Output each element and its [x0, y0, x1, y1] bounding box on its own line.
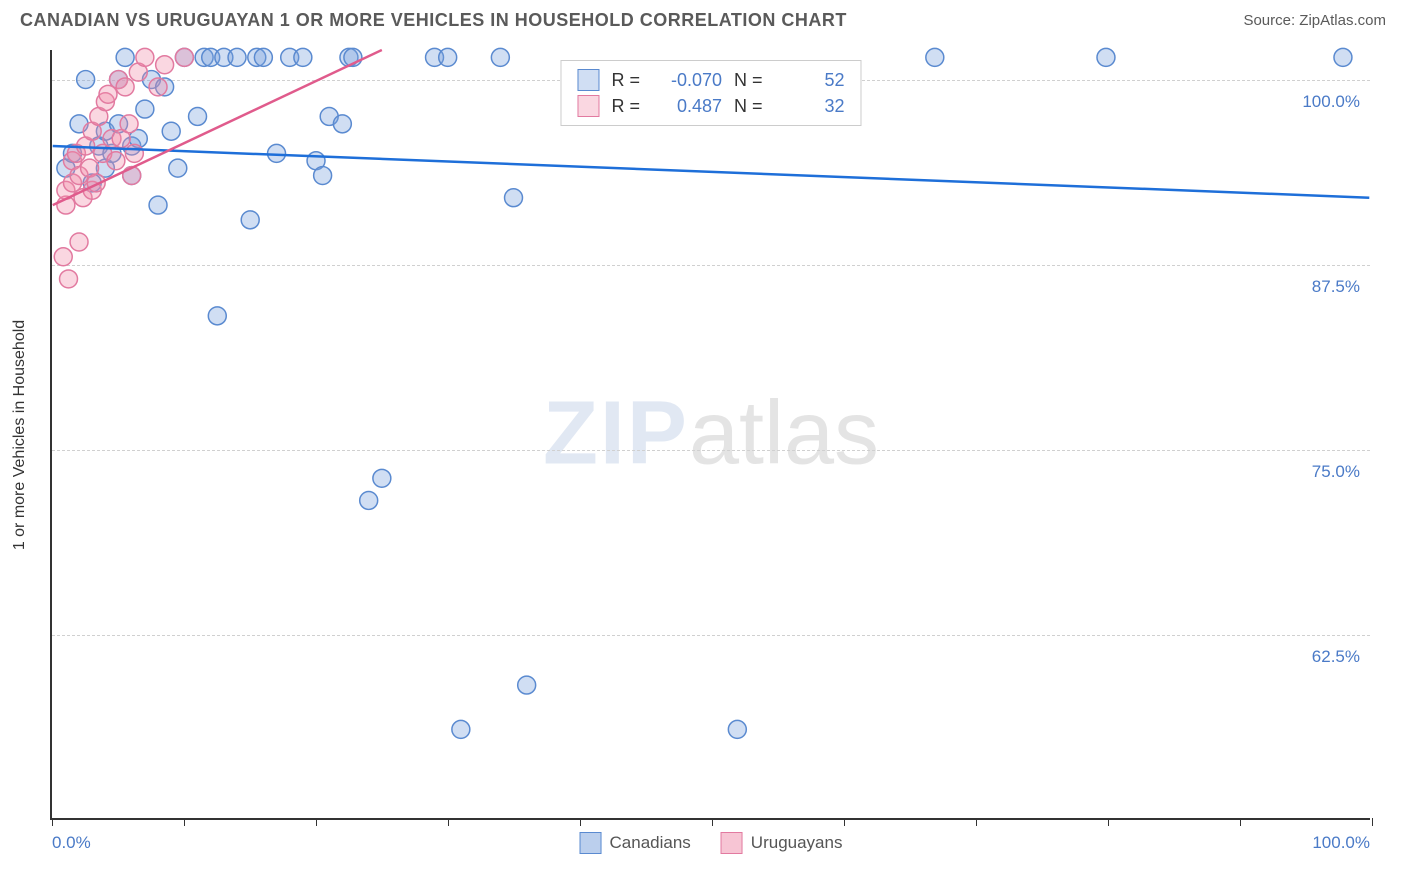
data-point — [149, 196, 167, 214]
chart-header: CANADIAN VS URUGUAYAN 1 OR MORE VEHICLES… — [0, 0, 1406, 39]
legend-row-canadians: R = -0.070 N = 52 — [577, 67, 844, 93]
correlation-legend: R = -0.070 N = 52 R = 0.487 N = 32 — [560, 60, 861, 126]
legend-item-uruguayans: Uruguayans — [721, 832, 843, 854]
chart-title: CANADIAN VS URUGUAYAN 1 OR MORE VEHICLES… — [20, 10, 847, 31]
series-legend: Canadians Uruguayans — [580, 832, 843, 854]
data-point — [123, 167, 141, 185]
legend-label-canadians: Canadians — [610, 833, 691, 853]
swatch-uruguayans-bottom — [721, 832, 743, 854]
data-point — [241, 211, 259, 229]
data-point — [373, 469, 391, 487]
x-tick — [844, 818, 845, 826]
swatch-canadians — [577, 69, 599, 91]
swatch-canadians-bottom — [580, 832, 602, 854]
data-point — [70, 233, 88, 251]
data-point — [162, 122, 180, 140]
x-tick — [184, 818, 185, 826]
legend-row-uruguayans: R = 0.487 N = 32 — [577, 93, 844, 119]
data-point — [149, 78, 167, 96]
data-point — [120, 115, 138, 133]
x-tick — [712, 818, 713, 826]
swatch-uruguayans — [577, 95, 599, 117]
x-tick-start: 0.0% — [52, 833, 91, 853]
chart-source: Source: ZipAtlas.com — [1243, 12, 1386, 29]
data-point — [60, 270, 78, 288]
data-point — [208, 307, 226, 325]
n-value-canadians: 52 — [775, 70, 845, 91]
y-axis-label: 1 or more Vehicles in Household — [11, 320, 29, 550]
data-point — [169, 159, 187, 177]
data-point — [125, 144, 143, 162]
data-point — [452, 720, 470, 738]
data-point — [136, 100, 154, 118]
x-tick — [1372, 818, 1373, 826]
data-point — [175, 48, 193, 66]
trend-line — [53, 146, 1370, 198]
x-tick — [448, 818, 449, 826]
data-point — [116, 48, 134, 66]
r-label: R = — [611, 70, 640, 91]
data-point — [439, 48, 457, 66]
chart-container: 1 or more Vehicles in Household ZIPatlas… — [50, 50, 1370, 820]
data-point — [728, 720, 746, 738]
data-point — [491, 48, 509, 66]
x-tick — [580, 818, 581, 826]
r-value-canadians: -0.070 — [652, 70, 722, 91]
legend-label-uruguayans: Uruguayans — [751, 833, 843, 853]
n-label: N = — [734, 96, 763, 117]
data-point — [54, 248, 72, 266]
data-point — [116, 78, 134, 96]
x-tick — [1240, 818, 1241, 826]
x-tick — [976, 818, 977, 826]
data-point — [360, 491, 378, 509]
n-label: N = — [734, 70, 763, 91]
r-label: R = — [611, 96, 640, 117]
r-value-uruguayans: 0.487 — [652, 96, 722, 117]
data-point — [505, 189, 523, 207]
x-tick — [1108, 818, 1109, 826]
data-point — [107, 152, 125, 170]
data-point — [136, 48, 154, 66]
data-point — [1334, 48, 1352, 66]
data-point — [77, 71, 95, 89]
data-point — [189, 107, 207, 125]
data-point — [926, 48, 944, 66]
data-point — [314, 167, 332, 185]
data-point — [156, 56, 174, 74]
data-point — [228, 48, 246, 66]
data-point — [294, 48, 312, 66]
x-tick-end: 100.0% — [1312, 833, 1370, 853]
x-tick — [316, 818, 317, 826]
data-point — [333, 115, 351, 133]
data-point — [1097, 48, 1115, 66]
x-tick — [52, 818, 53, 826]
plot-area: ZIPatlas 62.5%75.0%87.5%100.0% R = -0.07… — [50, 50, 1370, 820]
scatter-plot-svg — [52, 50, 1370, 818]
data-point — [254, 48, 272, 66]
n-value-uruguayans: 32 — [775, 96, 845, 117]
data-point — [518, 676, 536, 694]
legend-item-canadians: Canadians — [580, 832, 691, 854]
